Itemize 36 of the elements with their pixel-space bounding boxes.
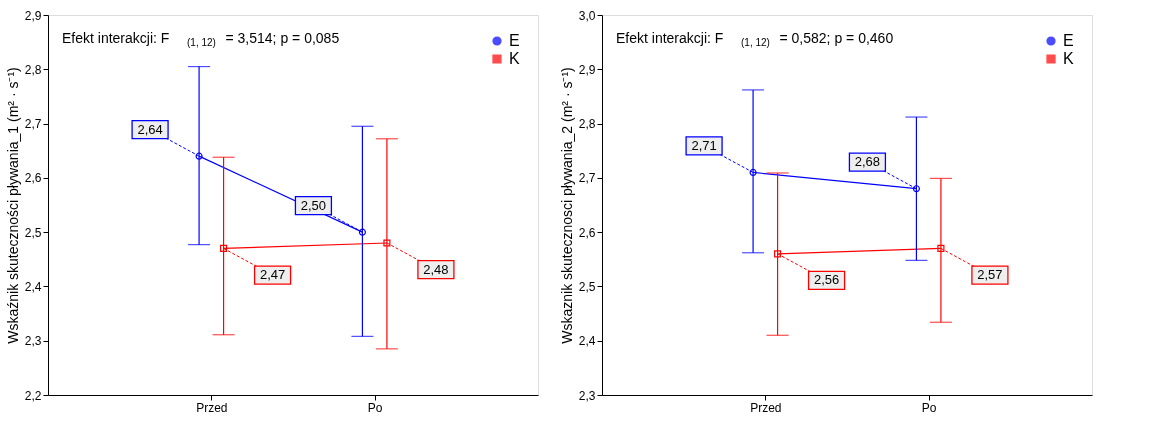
data-label: 2,47 — [259, 267, 286, 283]
x-tick-label: Po — [367, 400, 383, 415]
y-tick-label: 2,3 — [24, 334, 42, 349]
legend-label: E — [1063, 32, 1074, 49]
text: Efekt interakcji: F(1, 12) = 0,582; p = 0,460 — [616, 30, 894, 48]
y-tick-label: 2,7 — [24, 117, 42, 132]
y-tick-label: 2,9 — [578, 62, 596, 77]
data-label: 2,68 — [854, 154, 881, 170]
y-axis-title: Wskaznik skutecznosci pływania_2 (m² · s⁻¹) — [558, 67, 575, 344]
data-label: 2,71 — [691, 137, 717, 153]
data-label: 2,57 — [977, 267, 1003, 283]
y-tick-label: 2,6 — [24, 171, 42, 186]
y-tick-label: 2,8 — [578, 117, 596, 132]
y-tick-label: 2,4 — [578, 334, 596, 349]
y-tick-label: 2,2 — [24, 388, 42, 403]
y-tick-label: 2,9 — [24, 8, 42, 23]
y-axis-title: Wskaźnik skuteczności pływania_1 (m² · s⁻¹) — [4, 67, 21, 344]
y-tick-label: 3,0 — [578, 8, 596, 23]
y-tick-label: 2,5 — [578, 279, 596, 294]
y-tick-label: 2,5 — [24, 225, 42, 240]
legend-label: E — [509, 32, 520, 49]
y-tick-label: 2,8 — [24, 62, 42, 77]
data-label: 2,64 — [137, 121, 163, 137]
data-label: 2,50 — [300, 197, 327, 213]
y-tick-label: 2,3 — [578, 388, 596, 403]
y-tick-label: 2,4 — [24, 279, 42, 294]
x-tick-label: Przed — [750, 400, 782, 415]
y-tick-label: 2,6 — [578, 225, 596, 240]
legend-label: K — [1063, 50, 1074, 67]
legend-label: K — [509, 50, 520, 67]
y-tick-label: 2,7 — [578, 171, 596, 186]
x-tick-label: Przed — [196, 400, 228, 415]
text: Efekt interakcji: F(1, 12) = 3,514; p = 0,085 — [62, 30, 340, 48]
data-label: 2,56 — [813, 272, 840, 288]
x-tick-label: Po — [921, 400, 937, 415]
data-label: 2,48 — [423, 261, 449, 277]
